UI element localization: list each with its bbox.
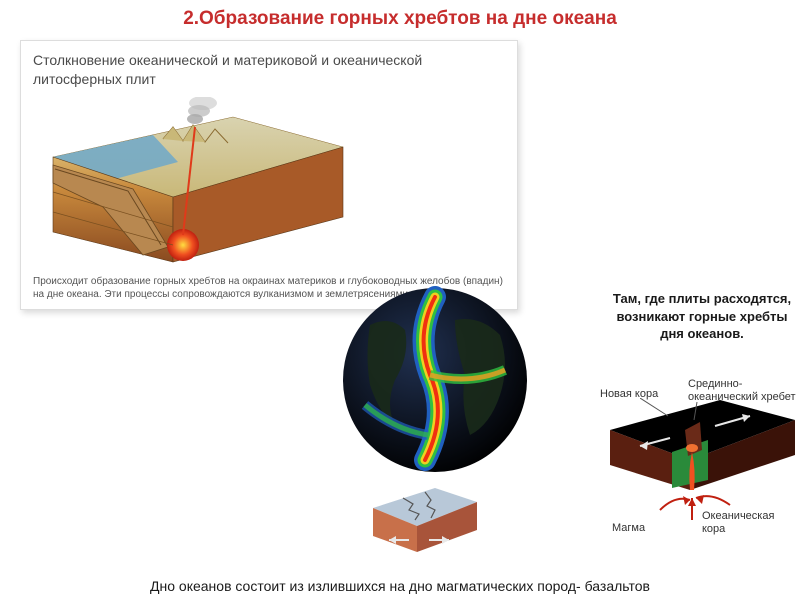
main-title: 2.Образование горных хребтов на дне океа… (0, 0, 800, 34)
label-mor: Срединно-океанический хребет (688, 378, 798, 404)
small-rift-block (365, 480, 485, 560)
subduction-panel: Столкновение океанической и материковой … (20, 40, 518, 310)
footer-text: Дно океанов состоит из излившихся на дно… (0, 578, 800, 594)
globe-figure (340, 285, 530, 475)
label-magma: Магма (612, 522, 645, 534)
divergent-caption: Там, где плиты расходятся, возникают гор… (612, 290, 792, 343)
leader-line-icon (640, 398, 670, 418)
label-oceanic-crust: Океаническая кора (702, 510, 798, 536)
leader-line-icon (692, 402, 702, 420)
subduction-diagram (33, 97, 353, 267)
subduction-subtitle: Столкновение океанической и материковой … (33, 51, 505, 89)
